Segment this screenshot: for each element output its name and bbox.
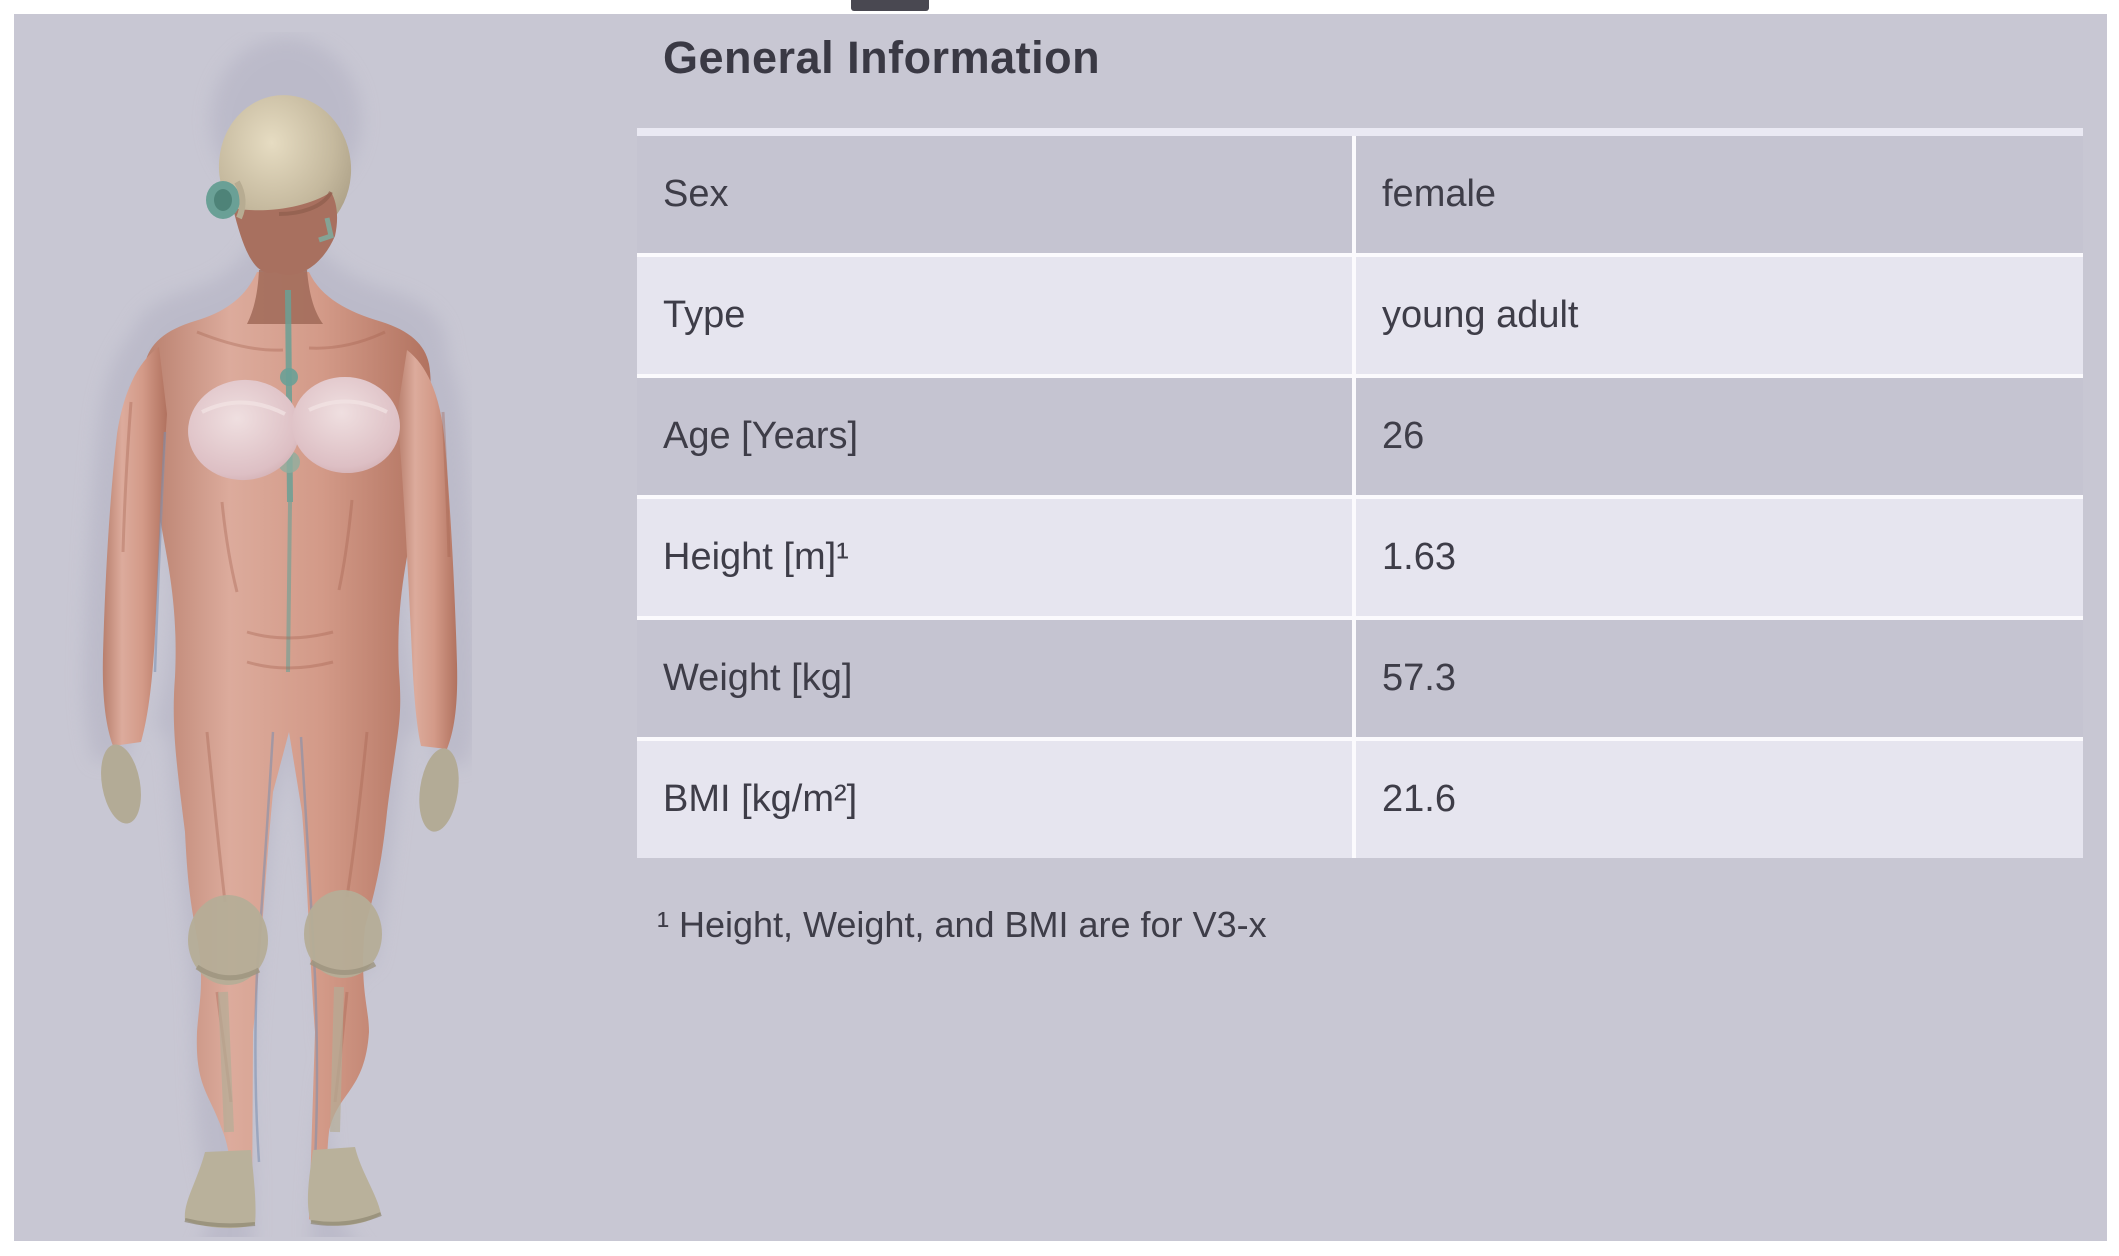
row-label-bmi: BMI [kg/m²] [637, 740, 1352, 858]
cropped-top-artifact [851, 0, 929, 11]
row-value-bmi: 21.6 [1356, 740, 2083, 858]
row-label-age: Age [Years] [637, 377, 1352, 495]
body-model-svg [83, 37, 472, 1237]
row-value-type: young adult [1356, 256, 2083, 374]
row-value-height: 1.63 [1356, 498, 2083, 616]
row-value-weight: 57.3 [1356, 619, 2083, 737]
general-information-panel: General Information Sex female Type youn… [14, 14, 2107, 1241]
general-information-content: General Information Sex female Type youn… [637, 32, 2083, 946]
row-label-weight: Weight [kg] [637, 619, 1352, 737]
footnote: ¹ Height, Weight, and BMI are for V3-x [657, 903, 1267, 945]
body-model-figure [42, 32, 472, 1237]
row-label-height: Height [m]¹ [637, 498, 1352, 616]
title-divider [637, 127, 2083, 136]
page-title: General Information [663, 32, 1101, 83]
general-information-table: Sex female Type young adult Age [Years] … [637, 135, 2083, 858]
row-label-sex: Sex [637, 135, 1352, 253]
row-value-sex: female [1356, 135, 2083, 253]
row-value-age: 26 [1356, 377, 2083, 495]
row-label-type: Type [637, 256, 1352, 374]
